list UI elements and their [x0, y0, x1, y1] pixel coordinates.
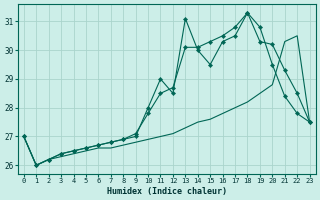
X-axis label: Humidex (Indice chaleur): Humidex (Indice chaleur): [107, 187, 227, 196]
